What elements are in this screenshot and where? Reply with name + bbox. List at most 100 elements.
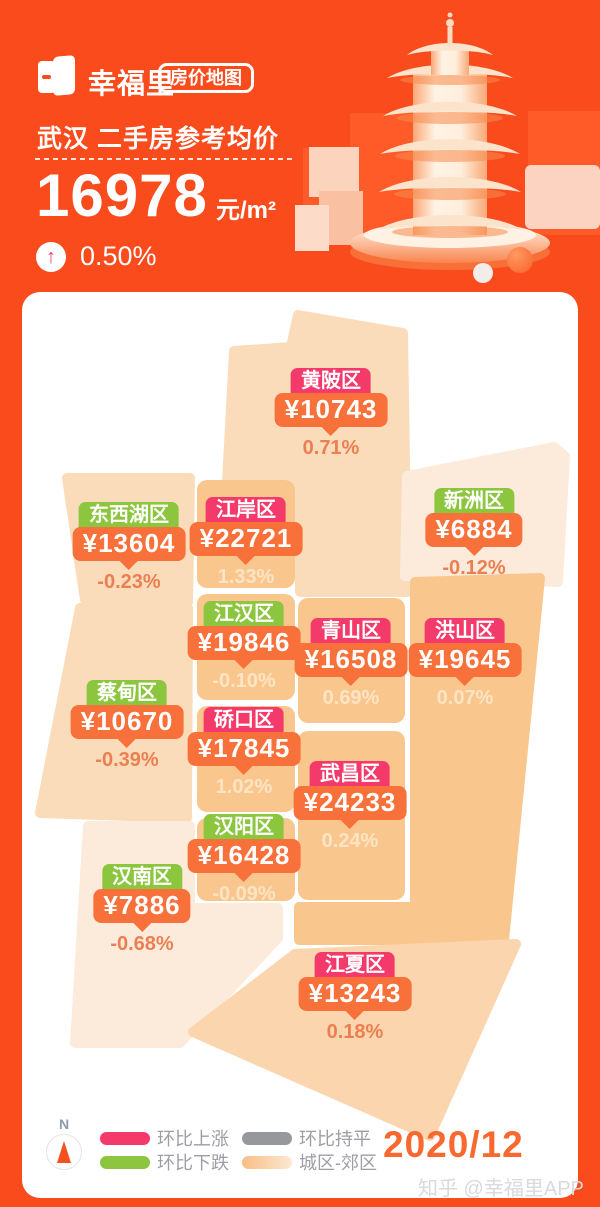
district-price: ¥19846 <box>187 626 301 660</box>
dashed-divider <box>35 158 293 160</box>
legend-swatch-green <box>100 1155 150 1169</box>
legend-item-gradient: 城区-郊区 <box>242 1149 377 1175</box>
district-price: ¥17845 <box>187 732 301 766</box>
district-card-hannan: 汉南区 ¥7886 -0.68% <box>93 864 191 956</box>
orange-sphere <box>507 247 533 273</box>
district-name: 江岸区 <box>205 497 286 523</box>
district-name: 东西湖区 <box>78 502 179 528</box>
price-bubble-tail <box>236 556 255 565</box>
district-price: ¥16428 <box>187 839 301 873</box>
map-shape-jiangxia <box>188 939 521 1141</box>
price-bubble-tail <box>321 427 340 436</box>
legend-label: 城区-郊区 <box>299 1153 377 1173</box>
legend-swatch-pink <box>100 1131 150 1145</box>
district-name: 江夏区 <box>314 952 395 978</box>
district-change-pct: 0.71% <box>302 437 360 459</box>
price-map-badge: 房价地图 <box>158 63 254 93</box>
compass-ring <box>46 1134 82 1170</box>
legend-label: 环比上涨 <box>157 1129 229 1149</box>
district-price: ¥16508 <box>294 643 408 677</box>
district-name: 青山区 <box>310 618 391 644</box>
district-name: 黄陂区 <box>290 368 371 394</box>
compass: N <box>46 1116 82 1170</box>
spire <box>447 27 453 45</box>
district-change-pct: -0.23% <box>97 571 161 593</box>
district-change-pct: 0.07% <box>436 687 494 709</box>
data-period: 2020/12 <box>383 1124 524 1165</box>
district-price: ¥19645 <box>408 643 522 677</box>
legend-swatch-gradient <box>242 1155 292 1169</box>
spire-ball <box>446 19 454 27</box>
price-bubble-tail <box>345 1011 364 1020</box>
district-name: 蔡甸区 <box>86 680 167 706</box>
district-card-hongshan: 洪山区 ¥19645 0.07% <box>408 618 522 710</box>
legend-swatch-gray <box>242 1131 292 1145</box>
district-price: ¥13243 <box>298 977 412 1011</box>
district-card-qingshan: 青山区 ¥16508 0.69% <box>294 618 408 710</box>
district-change-pct: -0.39% <box>95 749 159 771</box>
pagoda-illustration <box>295 12 600 283</box>
spire-tip <box>447 12 453 18</box>
district-change-pct: 0.69% <box>322 687 380 709</box>
app-logo-icon <box>38 55 78 96</box>
legend-label: 环比持平 <box>299 1129 371 1149</box>
legend-item-pink: 环比上涨 <box>100 1125 229 1151</box>
district-card-qiaokou: 硚口区 ¥17845 1.02% <box>187 707 301 799</box>
district-card-jianghan: 江汉区 ¥19846 -0.10% <box>187 601 301 693</box>
district-change-pct: 1.02% <box>215 776 273 798</box>
price-bubble-tail <box>234 766 253 775</box>
district-change-pct: -0.12% <box>442 557 506 579</box>
logo-door-leaf <box>53 55 75 96</box>
pavilion-roof <box>407 43 493 55</box>
white-sphere <box>473 263 493 283</box>
district-change-pct: -0.09% <box>212 883 276 905</box>
average-price-value: 16978 <box>36 162 208 229</box>
district-card-caidian: 蔡甸区 ¥10670 -0.39% <box>70 680 184 772</box>
cream-cube <box>295 205 329 251</box>
watermark: 知乎 @幸福里APP <box>418 1178 584 1200</box>
district-name: 洪山区 <box>424 618 505 644</box>
legend-item-green: 环比下跌 <box>100 1149 229 1175</box>
district-price: ¥13604 <box>72 527 186 561</box>
compass-arrow-icon <box>57 1141 71 1163</box>
district-card-xinzhou: 新洲区 ¥6884 -0.12% <box>425 488 523 580</box>
district-price: ¥10743 <box>274 393 388 427</box>
map-panel: 黄陂区 ¥10743 0.71% 东西湖区 ¥13604 -0.23% 江岸区 ¥22721 1… <box>22 292 578 1198</box>
price-unit: 元/m² <box>216 197 276 224</box>
logo-door-frame <box>38 61 55 93</box>
district-price: ¥7886 <box>93 889 191 923</box>
cream-cube <box>309 147 359 197</box>
tower-pavilion <box>431 49 469 75</box>
price-bubble-tail <box>133 923 151 932</box>
district-card-dongxihu: 东西湖区 ¥13604 -0.23% <box>72 502 186 594</box>
compass-n-label: N <box>58 1116 70 1132</box>
price-bubble-tail <box>341 677 360 686</box>
district-change-pct: 0.24% <box>321 830 379 852</box>
district-card-hanyang: 汉阳区 ¥16428 -0.09% <box>187 814 301 906</box>
district-card-jiangan: 江岸区 ¥22721 1.33% <box>189 497 303 589</box>
up-arrow-icon: ↑ <box>36 241 66 272</box>
cream-panel <box>525 165 600 229</box>
legend-label: 环比下跌 <box>157 1153 229 1173</box>
district-price: ¥22721 <box>189 522 303 556</box>
price-bubble-tail <box>340 820 359 829</box>
logo-dash <box>42 75 51 79</box>
district-name: 江汉区 <box>203 601 284 627</box>
price-bubble-tail <box>234 873 253 882</box>
district-change-pct: 1.33% <box>217 566 275 588</box>
district-price: ¥10670 <box>70 705 184 739</box>
city-trend: ↑ 0.50% <box>36 241 157 272</box>
district-price: ¥24233 <box>293 786 407 820</box>
tower-roofs <box>377 64 523 238</box>
district-name: 汉阳区 <box>203 814 284 840</box>
district-change-pct: -0.10% <box>212 670 276 692</box>
price-bubble-tail <box>119 561 138 570</box>
district-card-wuchang: 武昌区 ¥24233 0.24% <box>293 761 407 853</box>
district-name: 汉南区 <box>102 864 182 890</box>
district-card-huangpi: 黄陂区 ¥10743 0.71% <box>274 368 388 460</box>
price-bubble-tail <box>117 739 136 748</box>
district-name: 硚口区 <box>203 707 284 733</box>
legend-item-gray: 环比持平 <box>242 1125 371 1151</box>
page-title: 武汉 二手房参考均价 <box>37 125 279 153</box>
